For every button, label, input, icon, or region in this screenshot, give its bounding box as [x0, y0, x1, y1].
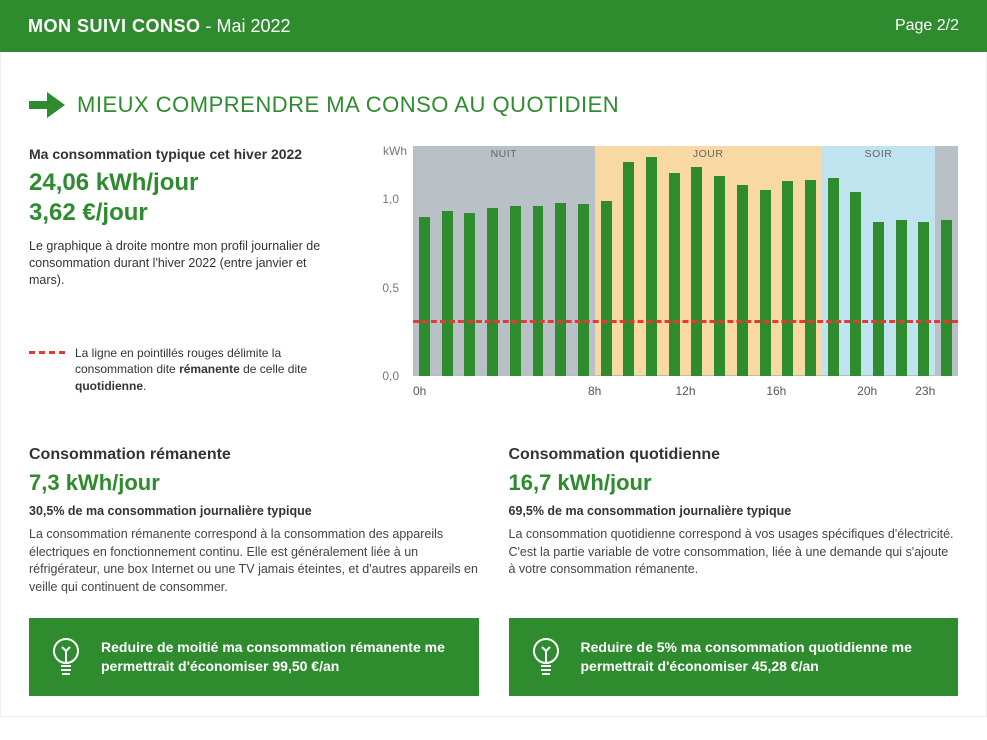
chart-xtick: 12h	[675, 384, 695, 398]
lightbulb-icon	[529, 636, 563, 678]
summary-block: Ma consommation typique cet hiver 2022 2…	[29, 146, 339, 406]
redline-legend: La ligne en pointillés rouges délimite l…	[29, 345, 339, 395]
chart-bar	[737, 185, 748, 376]
chart-bar	[714, 176, 725, 376]
quotidienne-body: La consommation quotidienne correspond à…	[509, 526, 959, 598]
quotidienne-title: Consommation quotidienne	[509, 446, 959, 464]
dashed-line-icon	[29, 351, 65, 354]
header-title: MON SUIVI CONSO - Mai 2022	[28, 16, 291, 37]
section-title: MIEUX COMPRENDRE MA CONSO AU QUOTIDIEN	[77, 92, 619, 118]
chart-bar	[578, 204, 589, 376]
hourly-consumption-chart: kWh0,00,51,0NUITJOURSOIR0h8h12h16h20h23h	[359, 146, 958, 406]
summary-desc: Le graphique à droite montre mon profil …	[29, 238, 339, 289]
chart-bar	[533, 206, 544, 376]
chart-bar	[805, 180, 816, 376]
chart-bar	[760, 190, 771, 376]
chart-bar	[850, 192, 861, 376]
chart-bar	[419, 217, 430, 376]
chart-bar	[555, 203, 566, 376]
chart-bar	[828, 178, 839, 376]
chart-bar	[782, 181, 793, 376]
remanente-tip: Reduire de moitié ma consommation rémane…	[29, 618, 479, 696]
quotidienne-value: 16,7 kWh/jour	[509, 470, 959, 496]
page-indicator: Page 2/2	[895, 17, 959, 35]
chart-unit-label: kWh	[383, 144, 407, 158]
chart-bar	[442, 211, 453, 376]
chart-ytick: 1,0	[382, 192, 399, 206]
remanente-column: Consommation rémanente 7,3 kWh/jour 30,5…	[29, 446, 479, 696]
chart-xtick: 8h	[588, 384, 601, 398]
chart-bar	[941, 220, 952, 376]
chart-bar	[601, 201, 612, 376]
quotidienne-tip-text: Reduire de 5% ma consommation quotidienn…	[581, 638, 939, 676]
chart-xtick: 23h	[915, 384, 935, 398]
chart-bar	[669, 173, 680, 376]
header-bar: MON SUIVI CONSO - Mai 2022 Page 2/2	[0, 0, 987, 52]
remanente-value: 7,3 kWh/jour	[29, 470, 479, 496]
quotidienne-pct: 69,5% de ma consommation journalière typ…	[509, 504, 959, 518]
chart-bar	[896, 220, 907, 376]
chart-bar	[918, 222, 929, 376]
header-title-bold: MON SUIVI CONSO	[28, 16, 201, 36]
chart-ytick: 0,5	[382, 281, 399, 295]
chart-bar	[464, 213, 475, 376]
chart-bar	[623, 162, 634, 376]
chart-xtick: 0h	[413, 384, 426, 398]
chart-redline	[413, 320, 958, 323]
arrow-right-icon	[29, 92, 65, 118]
summary-eur: 3,62 €/jour	[29, 198, 339, 228]
summary-label: Ma consommation typique cet hiver 2022	[29, 146, 339, 162]
quotidienne-tip: Reduire de 5% ma consommation quotidienn…	[509, 618, 959, 696]
section-header: MIEUX COMPRENDRE MA CONSO AU QUOTIDIEN	[29, 92, 958, 118]
chart-xtick: 16h	[766, 384, 786, 398]
chart-bar	[646, 157, 657, 376]
chart-bar	[691, 167, 702, 376]
legend-text: La ligne en pointillés rouges délimite l…	[75, 345, 339, 395]
lightbulb-icon	[49, 636, 83, 678]
chart-bar	[487, 208, 498, 376]
remanente-pct: 30,5% de ma consommation journalière typ…	[29, 504, 479, 518]
chart-ytick: 0,0	[382, 369, 399, 383]
chart-xtick: 20h	[857, 384, 877, 398]
remanente-title: Consommation rémanente	[29, 446, 479, 464]
header-title-suffix: - Mai 2022	[201, 16, 291, 36]
chart-bar	[510, 206, 521, 376]
quotidienne-column: Consommation quotidienne 16,7 kWh/jour 6…	[509, 446, 959, 696]
summary-kwh: 24,06 kWh/jour	[29, 168, 339, 198]
remanente-tip-text: Reduire de moitié ma consommation rémane…	[101, 638, 459, 676]
chart-bar	[873, 222, 884, 376]
remanente-body: La consommation rémanente correspond à l…	[29, 526, 479, 598]
